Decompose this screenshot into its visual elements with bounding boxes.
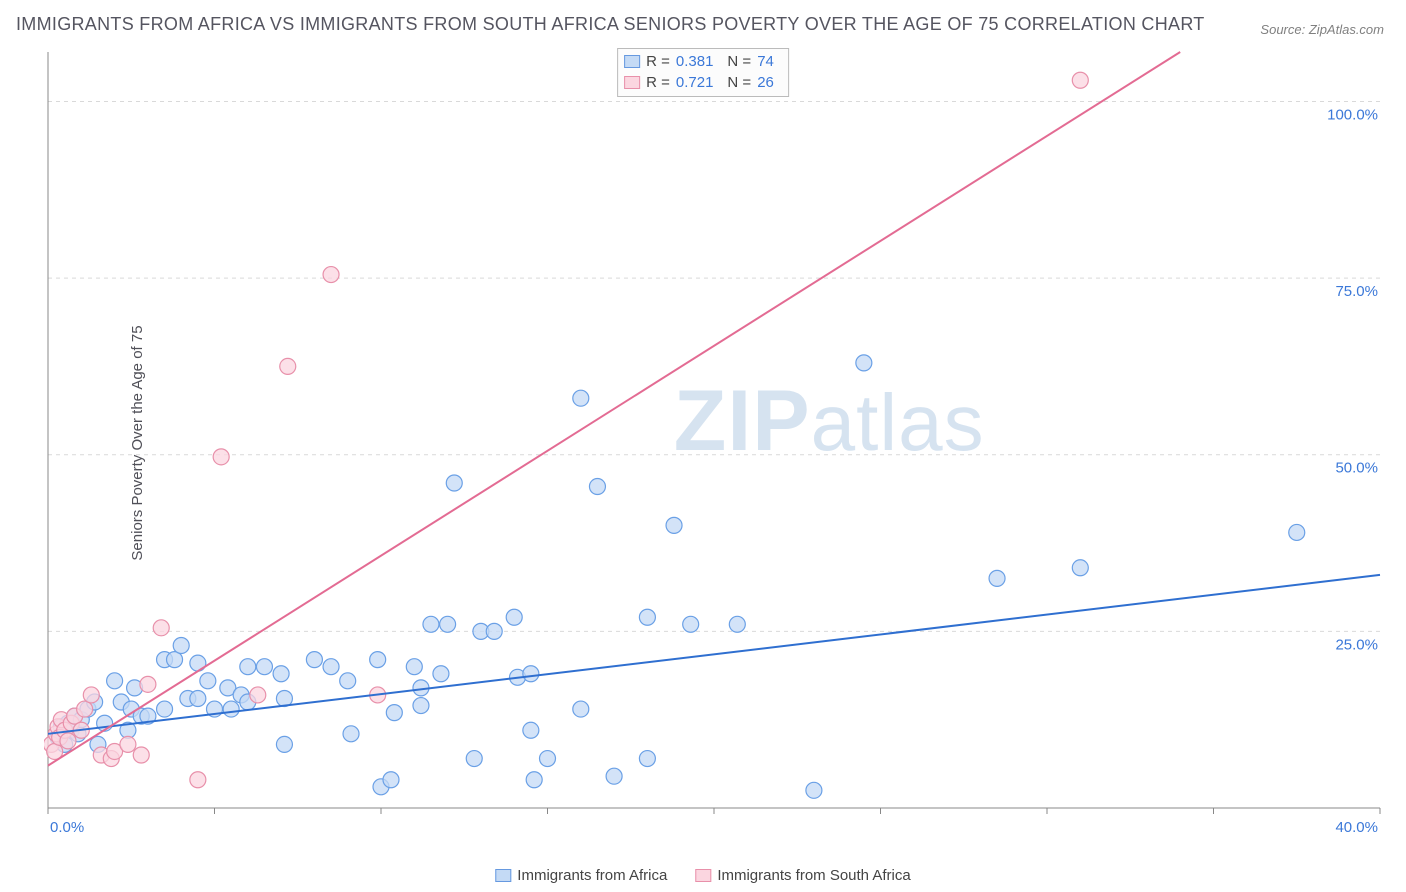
swatch-blue-icon [495, 869, 511, 882]
scatter-point [1072, 72, 1088, 88]
scatter-point [729, 616, 745, 632]
x-tick-label: 0.0% [50, 819, 84, 836]
n-label: N = [727, 51, 751, 72]
scatter-point [280, 358, 296, 374]
scatter-point [856, 355, 872, 371]
scatter-point [639, 751, 655, 767]
scatter-point [306, 652, 322, 668]
scatter-plot: 25.0% 50.0% 75.0% 100.0% 0.0% 40.0% [44, 48, 1384, 838]
scatter-point [506, 609, 522, 625]
scatter-point [386, 705, 402, 721]
chart-container: Seniors Poverty Over the Age of 75 25.0%… [44, 48, 1384, 838]
regression-line [48, 52, 1180, 766]
scatter-point [190, 772, 206, 788]
scatter-point [370, 652, 386, 668]
scatter-point [223, 701, 239, 717]
scatter-point [989, 570, 1005, 586]
source-label: Source: [1260, 22, 1305, 37]
legend-row-blue: R = 0.381 N = 74 [624, 51, 782, 72]
scatter-point [276, 736, 292, 752]
r-value-blue: 0.381 [676, 51, 714, 72]
scatter-point [383, 772, 399, 788]
scatter-point [133, 747, 149, 763]
r-value-pink: 0.721 [676, 72, 714, 93]
scatter-point [120, 736, 136, 752]
y-tick-label: 100.0% [1327, 106, 1378, 123]
scatter-point [256, 659, 272, 675]
scatter-point [250, 687, 266, 703]
swatch-pink-icon [695, 869, 711, 882]
r-label: R = [646, 51, 670, 72]
scatter-point [433, 666, 449, 682]
n-value-blue: 74 [757, 51, 774, 72]
scatter-point [107, 673, 123, 689]
legend-label-blue: Immigrants from Africa [517, 867, 667, 884]
scatter-point [540, 751, 556, 767]
scatter-point [340, 673, 356, 689]
scatter-point [526, 772, 542, 788]
scatter-point [273, 666, 289, 682]
legend-item-blue: Immigrants from Africa [495, 867, 667, 884]
scatter-point [413, 698, 429, 714]
n-value-pink: 26 [757, 72, 774, 93]
chart-title: IMMIGRANTS FROM AFRICA VS IMMIGRANTS FRO… [16, 14, 1205, 35]
legend-item-pink: Immigrants from South Africa [695, 867, 910, 884]
regression-line [48, 575, 1380, 734]
scatter-point [666, 517, 682, 533]
scatter-point [573, 701, 589, 717]
x-tick-label: 40.0% [1335, 819, 1378, 836]
series-legend: Immigrants from Africa Immigrants from S… [495, 867, 910, 884]
legend-label-pink: Immigrants from South Africa [717, 867, 910, 884]
y-tick-label: 75.0% [1335, 283, 1378, 300]
scatter-point [190, 690, 206, 706]
scatter-point [1289, 524, 1305, 540]
swatch-blue-icon [624, 55, 640, 68]
scatter-point [523, 666, 539, 682]
scatter-point [466, 751, 482, 767]
scatter-point [60, 733, 76, 749]
scatter-point [606, 768, 622, 784]
scatter-point [486, 623, 502, 639]
r-label: R = [646, 72, 670, 93]
scatter-point [406, 659, 422, 675]
scatter-point [423, 616, 439, 632]
scatter-point [157, 701, 173, 717]
scatter-point [589, 479, 605, 495]
n-label: N = [727, 72, 751, 93]
scatter-point [440, 616, 456, 632]
y-tick-label: 25.0% [1335, 636, 1378, 653]
scatter-point [323, 659, 339, 675]
scatter-point [200, 673, 216, 689]
scatter-point [153, 620, 169, 636]
scatter-point [523, 722, 539, 738]
scatter-point [323, 267, 339, 283]
scatter-point [213, 449, 229, 465]
scatter-point [140, 676, 156, 692]
scatter-point [83, 687, 99, 703]
source-value: ZipAtlas.com [1309, 22, 1384, 37]
correlation-legend: R = 0.381 N = 74 R = 0.721 N = 26 [617, 48, 789, 97]
scatter-point [240, 659, 256, 675]
scatter-point [573, 390, 589, 406]
scatter-point [639, 609, 655, 625]
scatter-point [173, 637, 189, 653]
scatter-point [343, 726, 359, 742]
y-tick-label: 50.0% [1335, 460, 1378, 477]
source-attribution: Source: ZipAtlas.com [1260, 22, 1384, 37]
legend-row-pink: R = 0.721 N = 26 [624, 72, 782, 93]
scatter-point [1072, 560, 1088, 576]
swatch-pink-icon [624, 76, 640, 89]
scatter-point [446, 475, 462, 491]
scatter-point [806, 782, 822, 798]
scatter-point [683, 616, 699, 632]
